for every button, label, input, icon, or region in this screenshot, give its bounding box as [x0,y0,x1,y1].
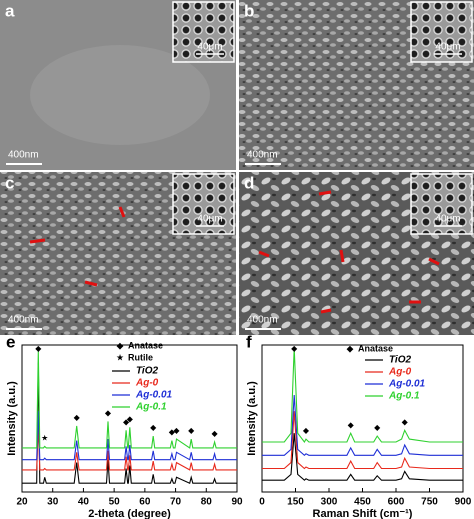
y-axis-label: Intensity (a.u.) [246,381,258,456]
annotation-symbol: ◆ [117,340,124,350]
x-tick-label: 750 [421,497,438,508]
x-tick-label: 30 [47,497,59,508]
annotation-symbol: ★ [116,352,124,362]
x-tick-label: 20 [16,497,28,508]
panel-label: f [246,332,252,351]
series-line [262,394,463,457]
inset-scale-text: 40μm [197,214,222,225]
red-arrow [320,308,332,314]
scale-text: 400nm [247,315,278,326]
x-tick-label: 900 [455,497,472,508]
peak-marker: ◆ [127,414,134,423]
inset-scale-text: 40μm [197,42,222,53]
inset-scale-text: 40μm [435,42,460,53]
inset-image [410,173,473,235]
legend-label: TiO2 [389,355,411,366]
series-line [262,433,463,481]
scale-text: 400nm [247,150,278,161]
y-axis-label: Intensity (a.u.) [6,381,18,456]
annotation-symbol: ◆ [347,343,354,353]
series-line [22,350,237,449]
series-line [22,425,237,471]
red-arrow [318,190,332,196]
peak-marker: ◆ [291,344,298,353]
x-tick-label: 0 [259,497,265,508]
peak-marker: ◆ [150,423,157,432]
annotation-label: Anatase [128,340,163,350]
x-tick-label: 60 [139,497,151,508]
x-tick-label: 150 [287,497,304,508]
x-tick-label: 600 [388,497,405,508]
peak-marker: ◆ [402,417,409,426]
panel-label: c [5,173,14,192]
series-line [262,347,463,444]
x-tick-label: 70 [170,497,182,508]
plot-frame [261,344,464,493]
panel-label: a [5,1,15,20]
panel-label: b [244,1,254,20]
peak-marker: ◆ [74,413,81,422]
legend-label: Ag-0.1 [135,402,167,413]
legend-label: Ag-0.1 [388,391,420,402]
inset-image [410,1,473,63]
scale-text: 400nm [8,315,39,326]
x-axis-label: Raman Shift (cm⁻¹) [313,508,413,519]
peak-marker: ◆ [188,426,195,435]
legend-label: Ag-0 [388,367,412,378]
legend-label: Ag-0.01 [388,379,426,390]
x-tick-label: 80 [201,497,213,508]
peak-marker: ◆ [212,429,219,438]
plot-frame [21,344,238,493]
inset-image [172,1,235,63]
red-arrow [428,257,440,266]
peak-marker: ◆ [169,428,176,437]
inset-image [172,173,235,235]
scale-text: 400nm [8,150,39,161]
red-arrow [29,238,46,244]
red-arrow [258,250,270,258]
peak-marker: ◆ [303,426,310,435]
x-tick-label: 450 [354,497,371,508]
legend-label: Ag-0 [135,378,159,389]
x-tick-label: 50 [109,497,121,508]
annotation-label: Anatase [358,343,393,353]
x-axis-label: 2-theta (degree) [88,508,171,519]
series-line [22,411,237,461]
x-tick-label: 90 [231,497,243,508]
x-tick-label: 300 [321,497,338,508]
x-tick-label: 40 [78,497,90,508]
panel-label: e [6,332,15,351]
peak-marker: ◆ [374,423,381,432]
red-arrow [339,249,345,263]
surface-shade [30,45,210,145]
legend-label: TiO2 [136,366,158,377]
peak-marker: ★ [41,434,48,443]
series-line [22,362,237,484]
peak-marker: ◆ [105,409,112,418]
peak-marker: ◆ [35,344,42,353]
legend-label: Ag-0.01 [135,390,173,401]
peak-marker: ◆ [123,417,130,426]
series-line [262,411,463,470]
red-arrow [84,280,98,287]
inset-scale-text: 40μm [435,214,460,225]
red-arrow [118,206,126,218]
peak-marker: ◆ [348,420,355,429]
peak-marker: ◆ [173,426,180,435]
annotation-label: Rutile [128,352,153,362]
panel-label: d [244,173,254,192]
